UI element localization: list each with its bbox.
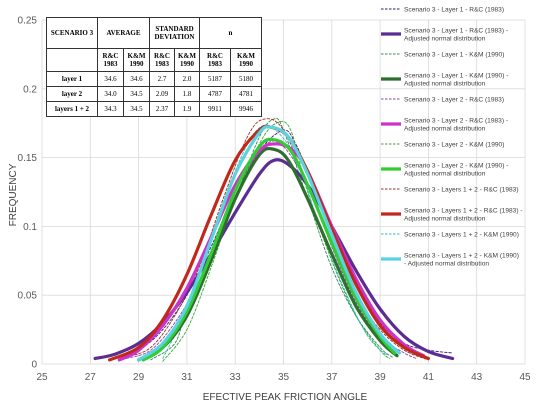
sd-rc-line-2: 1983 <box>155 60 169 68</box>
y-tick-label: 0.15 <box>18 153 38 164</box>
avg-rc-cell: 34.3 <box>97 101 124 117</box>
legend-label: Scenario 3 - Layers 1 + 2 - K&M (1990) <box>404 253 519 260</box>
y-tick-label: 0.25 <box>18 16 38 27</box>
legend-label: Adjusted normal distribution <box>404 171 486 178</box>
std-header-line-2: DEVIATION <box>154 33 195 41</box>
avg-rc-line-2: 1983 <box>103 60 118 68</box>
x-tick-label: 41 <box>423 372 435 383</box>
series-line <box>141 137 397 362</box>
legend-label: Scenario 3 - Layers 1 + 2 - R&C (1983) - <box>404 208 523 215</box>
x-tick-label: 31 <box>181 372 193 383</box>
row-label: layers 1 + 2 <box>46 101 98 117</box>
n-rc-cell: 4787 <box>199 86 231 102</box>
sd-rc-cell: 2.09 <box>149 86 175 102</box>
x-tick-label: 39 <box>375 372 387 383</box>
legend-label: Scenario 3 - Layer 2 - K&M (1990) - <box>404 163 508 170</box>
std-deviation-header: STANDARD DEVIATION <box>149 17 200 49</box>
chart-legend: Scenario 3 - Layer 1 - R&C (1983) Scenari… <box>381 7 523 268</box>
avg-km-subheader: K&M 1990 <box>123 48 150 72</box>
row-label: layer 2 <box>46 86 98 102</box>
n-km-line-1: K&M <box>237 52 255 60</box>
legend-label: Scenario 3 - Layer 2 - R&C (1983) - <box>404 118 508 125</box>
sd-km-subheader: K&M 1990 <box>174 48 200 72</box>
table-row: layer 1 34.6 34.6 2.7 2.0 5187 5180 <box>46 71 262 87</box>
legend-label: Scenario 3 - Layer 1 - R&C (1983) <box>404 7 504 14</box>
x-tick-label: 27 <box>85 372 97 383</box>
n-km-line-2: 1990 <box>239 60 253 68</box>
legend-label: Scenario 3 - Layer 2 - K&M (1990) <box>404 142 504 149</box>
x-tick-label: 43 <box>471 372 483 383</box>
sd-km-cell: 1.9 <box>174 101 200 117</box>
legend-label: Adjusted normal distribution <box>404 216 486 223</box>
series-line <box>117 142 426 362</box>
legend-label: Scenario 3 - Layer 1 - K&M (1990) - <box>404 73 508 80</box>
x-axis-title: EFECTIVE PEAK FRICTION ANGLE <box>203 392 368 403</box>
avg-km-cell: 34.5 <box>123 101 150 117</box>
scenario-label: SCENARIO 3 <box>46 17 98 49</box>
std-header-line-1: STANDARD <box>155 25 194 33</box>
legend-label: Scenario 3 - Layer 2 - R&C (1983) <box>404 97 504 104</box>
avg-rc-line-1: R&C <box>102 52 119 60</box>
avg-rc-cell: 34.6 <box>97 71 124 87</box>
legend-label: Adjusted normal distribution <box>404 126 486 133</box>
n-km-cell: 4781 <box>230 86 262 102</box>
avg-rc-subheader: R&C 1983 <box>97 48 124 72</box>
avg-km-cell: 34.6 <box>123 71 150 87</box>
legend-label: Scenario 3 - Layer 1 - K&M (1990) <box>404 52 504 59</box>
series-line <box>126 118 429 361</box>
sd-rc-line-1: R&C <box>154 52 170 60</box>
legend-label: Adjusted normal distribution <box>404 36 486 43</box>
avg-km-line-2: 1990 <box>129 60 144 68</box>
legend-label: - Adjusted normal distribution <box>404 261 489 268</box>
y-tick-label: 0.05 <box>18 291 38 302</box>
x-tick-label: 37 <box>326 372 338 383</box>
subheader-empty-cell <box>46 48 98 72</box>
series-line <box>162 120 391 362</box>
series-line <box>137 146 399 362</box>
legend-label: Scenario 3 - Layers 1 + 2 - K&M (1990) <box>404 232 519 239</box>
n-km-subheader: K&M 1990 <box>230 48 262 72</box>
y-axis-title: FREQUENCY <box>8 163 19 226</box>
table-row: layer 2 34.0 34.5 2.09 1.8 4787 4781 <box>46 86 262 102</box>
sd-km-line-2: 1990 <box>180 60 194 68</box>
n-rc-line-2: 1983 <box>208 60 222 68</box>
x-tick-label: 29 <box>133 372 145 383</box>
x-tick-label: 35 <box>278 372 290 383</box>
n-rc-cell: 9911 <box>199 101 231 117</box>
series-line <box>137 125 401 362</box>
legend-label: Scenario 3 - Layers 1 + 2 - R&C (1983) <box>404 187 519 194</box>
statistics-table: SCENARIO 3 AVERAGE STANDARD DEVIATION n R… <box>46 17 262 117</box>
sd-km-cell: 1.8 <box>174 86 200 102</box>
n-rc-line-1: R&C <box>207 52 223 60</box>
n-rc-cell: 5187 <box>199 71 231 87</box>
table-row: layers 1 + 2 34.3 34.5 2.37 1.9 9911 994… <box>46 101 262 117</box>
legend-label: Scenario 3 - Layer 1 - R&C (1983) - <box>404 28 508 35</box>
x-tick-label: 25 <box>36 372 48 383</box>
sd-km-line-1: K&M <box>178 52 196 60</box>
x-tick-label: 33 <box>230 372 242 383</box>
sd-km-cell: 2.0 <box>174 71 200 87</box>
row-label: layer 1 <box>46 71 98 87</box>
avg-km-cell: 34.5 <box>123 86 150 102</box>
n-rc-subheader: R&C 1983 <box>199 48 231 72</box>
avg-km-line-1: K&M <box>127 52 146 60</box>
y-tick-label: 0.1 <box>23 222 37 233</box>
n-km-cell: 5180 <box>230 71 262 87</box>
n-km-cell: 9946 <box>230 101 262 117</box>
legend-label: Adjusted normal distribution <box>404 81 486 88</box>
x-tick-label: 45 <box>519 372 531 383</box>
sd-rc-cell: 2.37 <box>149 101 175 117</box>
n-header: n <box>199 17 262 49</box>
x-axis-ticks: 25 27 29 31 33 35 37 39 41 43 45 <box>36 372 531 383</box>
y-axis-ticks: 0 0.05 0.1 0.15 0.2 0.25 <box>18 16 38 371</box>
y-tick-label: 0.2 <box>23 84 37 95</box>
avg-rc-cell: 34.0 <box>97 86 124 102</box>
average-header: AVERAGE <box>97 17 150 49</box>
series-line <box>108 124 430 362</box>
sd-rc-subheader: R&C 1983 <box>149 48 175 72</box>
chart-series <box>93 117 455 362</box>
y-tick-label: 0 <box>31 360 37 371</box>
sd-rc-cell: 2.7 <box>149 71 175 87</box>
